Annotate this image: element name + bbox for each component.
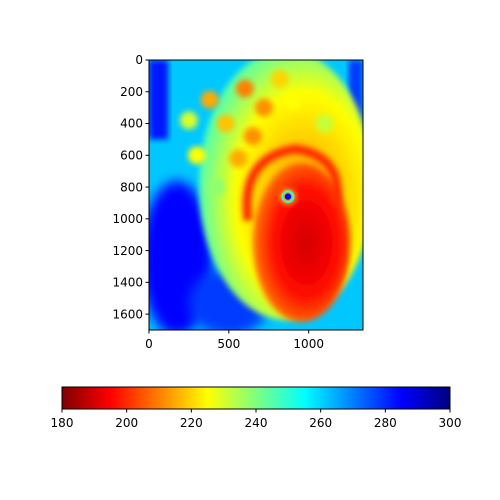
colorbar-tick-label: 300 — [439, 416, 462, 430]
convective-cell — [229, 149, 248, 168]
x-tick-label: 500 — [217, 337, 240, 351]
convective-cell — [179, 111, 198, 130]
colorbar-tick-label: 180 — [51, 416, 74, 430]
y-tick-label: 1400 — [112, 276, 143, 290]
clear-sky-strip — [149, 60, 169, 140]
x-tick-label: 1000 — [293, 337, 324, 351]
colorbar-tick-label: 220 — [180, 416, 203, 430]
convective-cell — [254, 98, 273, 117]
y-tick-label: 1200 — [112, 244, 143, 258]
colorbar-bar — [61, 386, 451, 410]
y-tick-label: 400 — [120, 117, 143, 131]
colorbar-tick-label: 260 — [309, 416, 332, 430]
convective-cell — [270, 70, 289, 89]
colorbar-tick-label: 240 — [245, 416, 268, 430]
colorbar: 180 200 220 240 260 280 300 — [51, 386, 462, 430]
convective-cell — [207, 178, 226, 197]
y-tick-label: 1600 — [112, 307, 143, 321]
image-frame — [148, 59, 364, 331]
colorbar-tick-label: 280 — [374, 416, 397, 430]
convective-cell — [200, 90, 219, 109]
colorbar-tick-label: 200 — [115, 416, 138, 430]
satellite-image — [149, 60, 363, 330]
convective-cell — [216, 114, 235, 133]
y-tick-label: 200 — [120, 85, 143, 99]
y-axis: 0 200 400 600 800 1000 1200 1400 1600 — [112, 53, 149, 321]
cold-core-shape — [252, 163, 351, 323]
x-axis: 0 500 1000 — [145, 330, 324, 351]
y-tick-label: 0 — [135, 53, 143, 67]
convective-cell — [283, 92, 302, 111]
convective-cell — [243, 127, 262, 146]
convective-cell — [235, 79, 254, 98]
convective-cell — [315, 114, 334, 133]
cold-core — [242, 144, 351, 323]
y-tick-label: 600 — [120, 148, 143, 162]
convective-cell — [187, 146, 206, 165]
eye-ring — [281, 190, 295, 204]
storm-eye — [279, 188, 296, 205]
spiral-arm — [242, 144, 342, 221]
y-tick-label: 800 — [120, 180, 143, 194]
colorbar-ticks: 180 200 220 240 260 280 300 — [51, 409, 462, 430]
x-tick-label: 0 — [145, 337, 153, 351]
eye-center — [284, 193, 292, 200]
y-tick-label: 1000 — [112, 212, 143, 226]
